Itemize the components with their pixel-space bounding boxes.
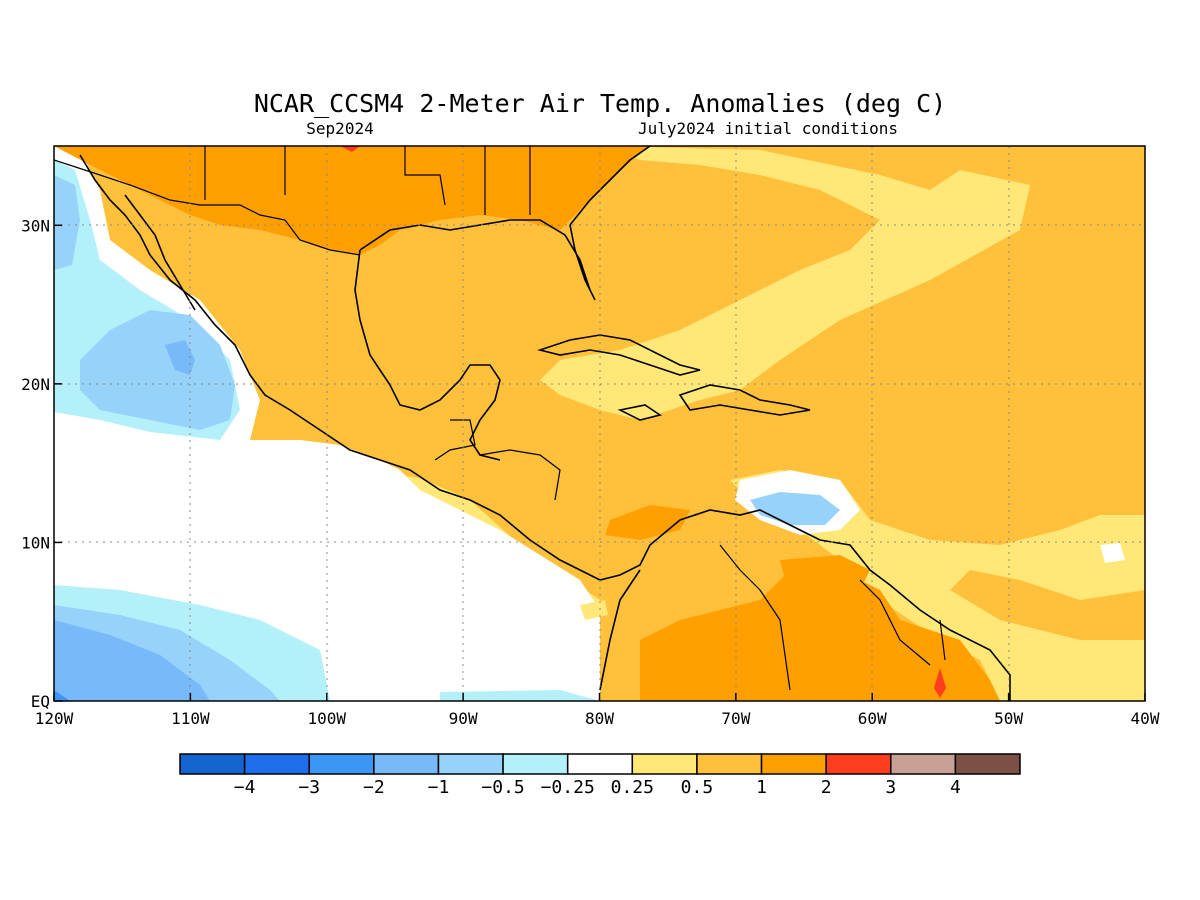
anomaly-region-pacific-south-minus2: [54, 690, 70, 701]
colorbar-label: −0.25: [541, 777, 595, 798]
colorbar-label: −4: [234, 777, 256, 798]
colorbar-swatch: [696, 753, 763, 775]
anomaly-region-atlantic-0p25-0p5: [540, 146, 1030, 420]
y-tick-label: 30N: [21, 216, 50, 235]
colorbar-swatch: [760, 753, 827, 775]
colorbar-label: 3: [885, 777, 896, 798]
anomaly-region-venezuela-1-2: [780, 555, 870, 590]
y-tick-label: 10N: [21, 533, 50, 552]
colorbar-swatch: [954, 753, 1021, 775]
x-tick-label: 120W: [35, 709, 74, 728]
anomaly-region-pacific-spot: [580, 600, 608, 620]
x-axis-ticks: 120W 110W 100W 90W 80W 70W 60W 50W 40W: [35, 693, 1160, 728]
colorbar-swatch: [890, 753, 957, 775]
colorbar-swatch: [437, 753, 504, 775]
colorbar-label: 0.5: [681, 777, 714, 798]
anomaly-region-colombia-1-2: [605, 505, 690, 540]
anomaly-region-south-america-1-2: [640, 570, 1000, 701]
colorbar-swatch: [825, 753, 892, 775]
x-tick-label: 110W: [171, 709, 210, 728]
x-tick-label: 100W: [307, 709, 346, 728]
colorbar-swatch: [243, 753, 310, 775]
anomaly-region-pacific-south-minus1: [54, 620, 210, 701]
x-tick-label: 70W: [721, 709, 750, 728]
colorbar-label: −0.5: [481, 777, 524, 798]
y-tick-label: EQ: [31, 692, 50, 711]
y-tick-label: 20N: [21, 375, 50, 394]
colorbar-label: 0.25: [611, 777, 654, 798]
coastlines: [79, 146, 1011, 701]
colorbar-swatch: [179, 753, 246, 775]
x-tick-label: 80W: [585, 709, 614, 728]
colorbar-label: 2: [821, 777, 832, 798]
anomaly-region-california-minus0p5: [54, 175, 80, 270]
anomaly-region-atlantic-neutral-spot: [1100, 543, 1125, 563]
x-tick-label: 90W: [449, 709, 478, 728]
anomaly-region-baja-minus0p5: [80, 310, 235, 430]
colorbar-swatch: [631, 753, 698, 775]
anomaly-region-pacific-east-minus0p25: [440, 690, 600, 701]
colorbar-label: −2: [363, 777, 385, 798]
colorbar-swatch: [566, 753, 634, 775]
political-borders: [54, 146, 946, 691]
colorbar: −4 −3 −2 −1 −0.5 −0.25 0.25 0.5 1 2 3 4: [179, 753, 1021, 798]
gridlines: [54, 146, 1145, 701]
anomaly-region-usa-1-2: [54, 146, 650, 255]
colorbar-label: −3: [298, 777, 320, 798]
x-tick-label: 40W: [1131, 709, 1160, 728]
subtitle-right: July2024 initial conditions: [638, 119, 898, 138]
anomaly-region-usa-2-3: [340, 146, 360, 152]
anomaly-region-guiana-2-3: [934, 668, 946, 698]
colorbar-swatch: [502, 753, 569, 775]
anomaly-region-baja-minus1: [165, 340, 195, 375]
map-title: NCAR_CCSM4 2-Meter Air Temp. Anomalies (…: [254, 89, 946, 118]
y-axis-ticks: EQ 10N 20N 30N: [21, 216, 62, 711]
anomaly-field: [54, 146, 1145, 701]
colorbar-label: −1: [428, 777, 450, 798]
x-tick-label: 60W: [858, 709, 887, 728]
colorbar-label: 1: [756, 777, 767, 798]
colorbar-label: 4: [950, 777, 961, 798]
colorbar-swatch: [373, 753, 440, 775]
x-tick-label: 50W: [994, 709, 1023, 728]
subtitle-left: Sep2024: [306, 119, 373, 138]
colorbar-swatch: [308, 753, 375, 775]
